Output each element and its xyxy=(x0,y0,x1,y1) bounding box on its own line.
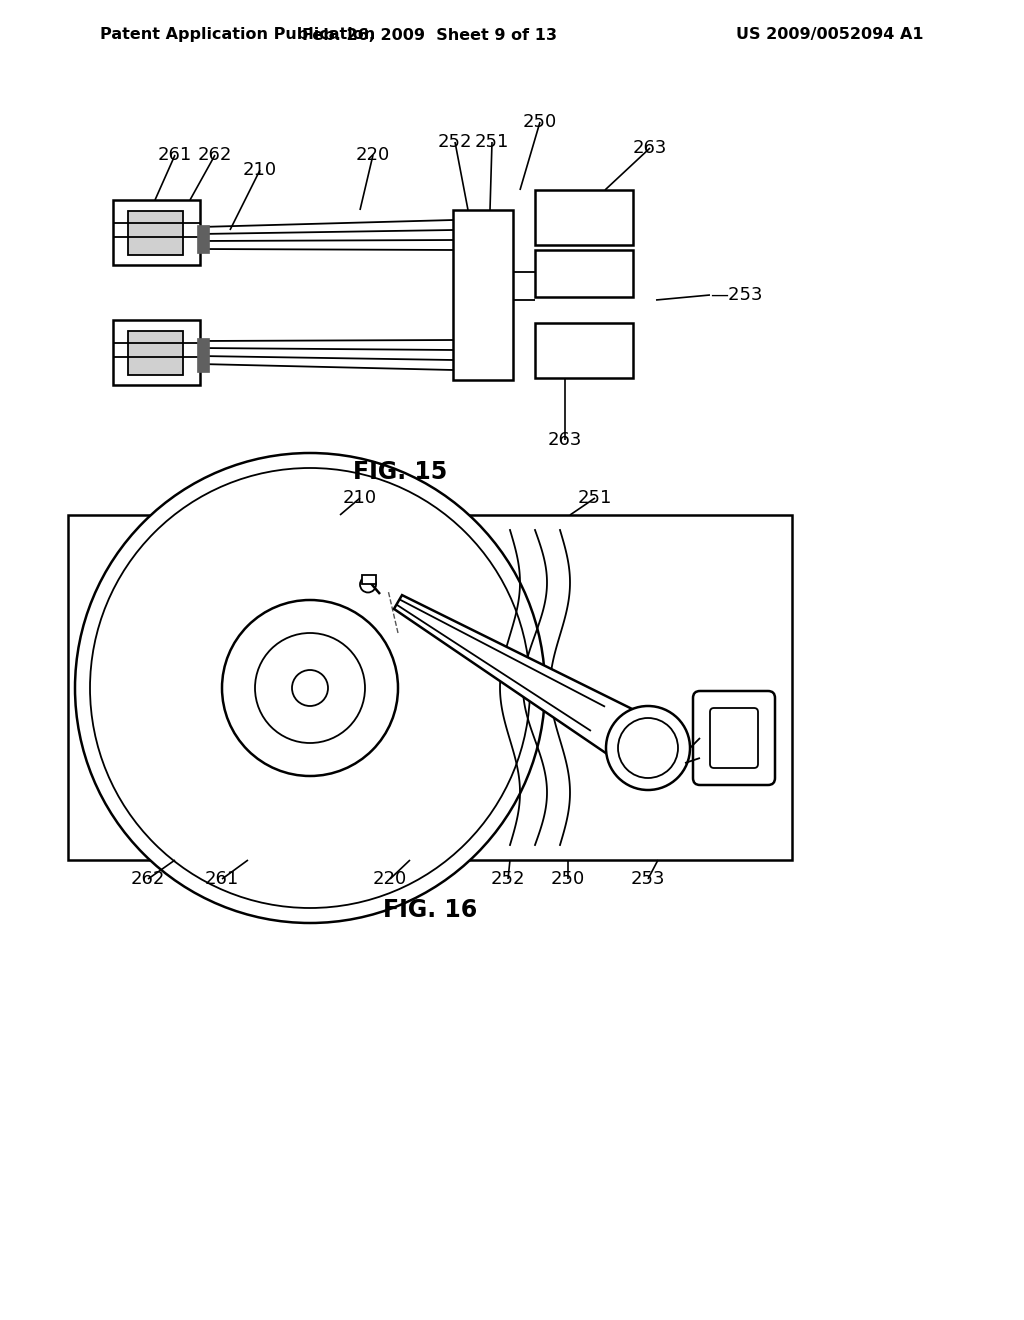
Circle shape xyxy=(222,601,398,776)
Text: 253: 253 xyxy=(631,870,666,888)
Text: 251: 251 xyxy=(475,133,509,150)
Bar xyxy=(197,224,209,253)
Circle shape xyxy=(255,634,365,743)
Circle shape xyxy=(90,469,530,908)
Bar xyxy=(453,210,513,380)
Bar xyxy=(113,319,200,385)
Bar xyxy=(113,201,200,265)
FancyBboxPatch shape xyxy=(710,708,758,768)
Text: 263: 263 xyxy=(633,139,668,157)
Text: 220: 220 xyxy=(356,147,390,164)
Text: Patent Application Publication: Patent Application Publication xyxy=(100,28,375,42)
Bar xyxy=(535,323,633,378)
Circle shape xyxy=(618,718,678,777)
Text: 250: 250 xyxy=(523,114,557,131)
Bar xyxy=(68,515,792,861)
Circle shape xyxy=(606,706,690,789)
Text: Feb. 26, 2009  Sheet 9 of 13: Feb. 26, 2009 Sheet 9 of 13 xyxy=(302,28,557,42)
Text: 220: 220 xyxy=(373,870,408,888)
Text: 250: 250 xyxy=(551,870,585,888)
Text: 263: 263 xyxy=(548,432,583,449)
Bar xyxy=(128,331,183,375)
Bar xyxy=(535,190,633,246)
Text: 262: 262 xyxy=(131,870,165,888)
Text: 261: 261 xyxy=(158,147,193,164)
Bar xyxy=(197,338,209,372)
Text: —253: —253 xyxy=(710,286,763,304)
Bar xyxy=(362,576,376,583)
Text: 251: 251 xyxy=(578,488,612,507)
Text: 210: 210 xyxy=(243,161,278,180)
Bar xyxy=(535,249,633,297)
Text: 262: 262 xyxy=(198,147,232,164)
FancyBboxPatch shape xyxy=(693,690,775,785)
Circle shape xyxy=(360,577,376,593)
Bar xyxy=(128,211,183,255)
Text: 252: 252 xyxy=(490,870,525,888)
Text: 210: 210 xyxy=(343,488,377,507)
Text: FIG. 15: FIG. 15 xyxy=(353,459,447,484)
Text: FIG. 16: FIG. 16 xyxy=(383,898,477,921)
Circle shape xyxy=(75,453,545,923)
Text: 252: 252 xyxy=(437,133,472,150)
Text: US 2009/0052094 A1: US 2009/0052094 A1 xyxy=(736,28,924,42)
Circle shape xyxy=(292,671,328,706)
Text: 261: 261 xyxy=(205,870,240,888)
Polygon shape xyxy=(394,595,663,772)
